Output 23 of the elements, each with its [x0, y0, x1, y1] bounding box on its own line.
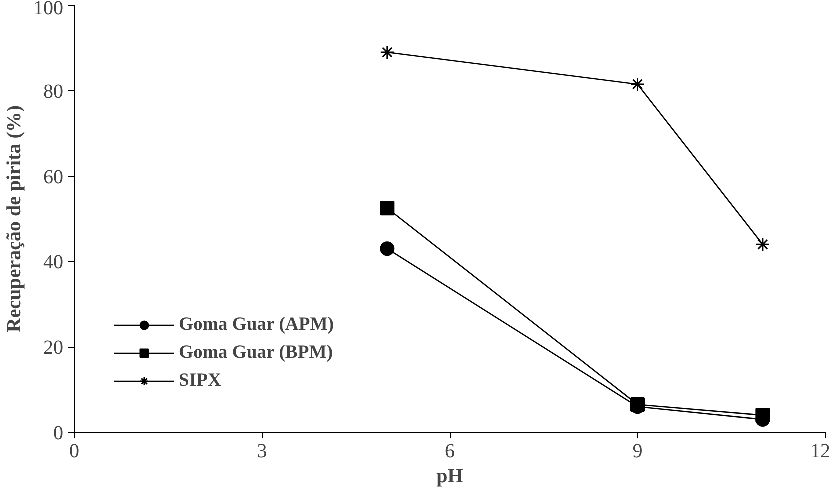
legend-label: Goma Guar (APM): [179, 314, 334, 336]
point: [756, 408, 770, 423]
x-tick-label: 9: [632, 440, 643, 462]
point: [380, 242, 395, 256]
x-tick-label: 6: [445, 440, 455, 462]
x-tick-label: 3: [257, 440, 268, 462]
y-tick-label: 60: [44, 166, 64, 188]
point: [630, 397, 645, 412]
y-tick-label: 80: [44, 80, 64, 103]
x-axis-title: pH: [436, 466, 464, 488]
y-tick-label: 40: [44, 252, 64, 274]
point: [380, 45, 395, 60]
x-tick-label: 12: [810, 440, 830, 462]
y-tick-label: 100: [34, 0, 64, 20]
y-axis-title: Recuperação de pirita (%): [4, 105, 26, 333]
point: [380, 201, 395, 216]
x-tick-label: 0: [70, 440, 80, 462]
y-tick-label: 0: [54, 422, 64, 444]
legend-label: SIPX: [179, 370, 222, 392]
y-tick-label: 20: [44, 337, 64, 360]
legend-label: Goma Guar (BPM): [179, 342, 334, 364]
point: [630, 77, 645, 92]
point: [756, 237, 770, 252]
